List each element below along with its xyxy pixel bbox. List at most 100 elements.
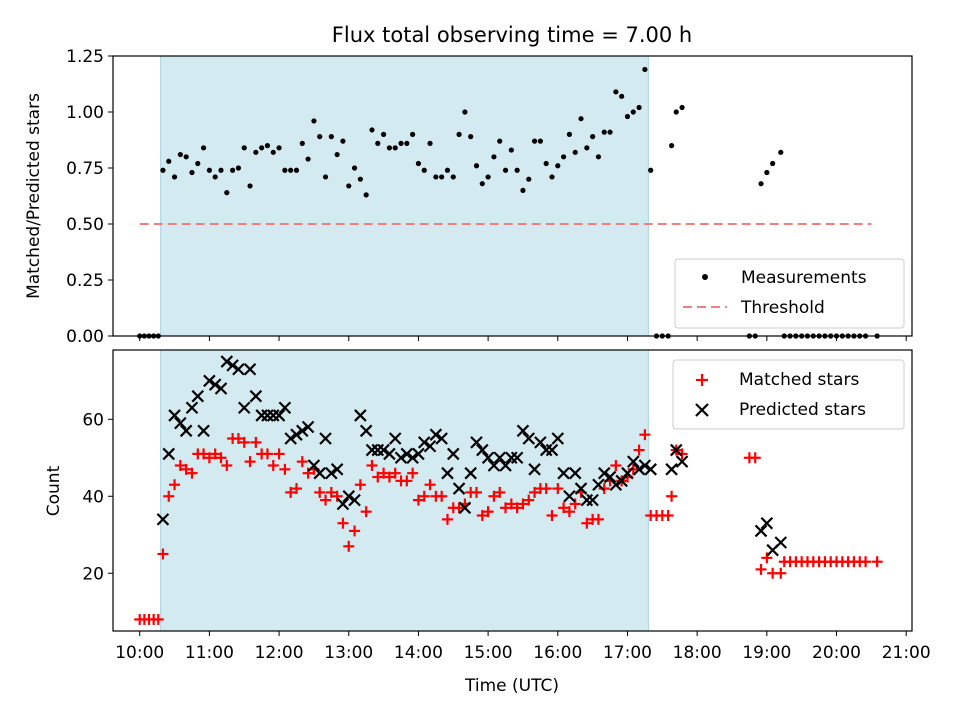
matched-star-point: [198, 448, 210, 460]
predicted-star-point: [168, 409, 181, 422]
measurement-point: [669, 143, 675, 149]
measurement-point: [241, 145, 247, 151]
legend-threshold-label: Threshold: [740, 298, 825, 318]
top-points-layer: [137, 66, 880, 339]
measurement-point: [334, 151, 340, 158]
top-legend-box: [674, 258, 905, 329]
bottom-y-axis-label: Count: [44, 465, 64, 516]
measurement-point: [607, 129, 613, 135]
measurement-point: [624, 113, 631, 120]
measurement-point: [293, 167, 300, 173]
predicted-star-point: [191, 389, 205, 403]
predicted-star-point: [336, 497, 350, 511]
measurement-point: [247, 183, 253, 189]
measurement-point: [613, 89, 619, 95]
measurement-point: [357, 176, 363, 182]
predicted-star-point: [597, 466, 611, 480]
measurement-point: [351, 165, 358, 171]
predicted-star-point: [516, 424, 530, 438]
matched-star-point: [436, 490, 448, 502]
predicted-star-point: [627, 455, 640, 468]
predicted-star-point: [162, 447, 176, 461]
measurement-point: [311, 118, 317, 124]
matched-star-point: [610, 459, 622, 471]
legend-predicted-label: Predicted stars: [739, 400, 866, 420]
matched-star-point: [296, 456, 308, 468]
measurement-point: [299, 140, 305, 146]
matched-star-point: [633, 444, 645, 456]
top-panel-shade: [160, 56, 649, 336]
measurement-point: [439, 174, 445, 180]
predicted-star-point: [388, 432, 402, 445]
matched-star-point: [441, 513, 453, 525]
measurement-point: [369, 127, 375, 133]
measurement-point: [212, 174, 218, 180]
measurement-point: [543, 160, 549, 167]
matched-star-point: [209, 448, 221, 460]
matched-star-point: [749, 452, 761, 464]
matched-star-point: [163, 490, 175, 502]
matched-star-point: [152, 613, 164, 625]
predicted-star-point: [249, 389, 263, 403]
measurement-point: [619, 93, 625, 99]
predicted-star-point: [348, 493, 361, 507]
matched-star-point: [314, 486, 326, 498]
matched-star-point: [676, 448, 688, 460]
matched-star-point: [331, 490, 343, 502]
measurement-point: [183, 154, 189, 160]
measurement-point: [264, 143, 271, 149]
measurement-point: [514, 167, 520, 173]
measurement-point: [171, 174, 178, 180]
predicted-star-point: [481, 451, 495, 465]
measurement-point: [462, 109, 468, 115]
matched-star-point: [488, 490, 500, 502]
predicted-star-point: [754, 524, 768, 538]
matched-star-point: [320, 494, 332, 506]
measurement-point: [560, 154, 567, 160]
predicted-points-layer: [156, 355, 788, 557]
measurement-point: [259, 145, 265, 151]
matched-star-point: [273, 448, 285, 460]
bottom-legend-box: [672, 359, 905, 430]
matched-star-point: [871, 556, 883, 568]
matched-star-point: [366, 459, 378, 471]
predicted-star-point: [406, 451, 419, 465]
measurement-point: [456, 131, 462, 137]
top-y-tick-label: 0.50: [66, 215, 104, 235]
bottom-panel-shade: [160, 350, 649, 631]
matched-star-point: [482, 506, 494, 518]
measurement-point: [479, 181, 485, 187]
x-tick-label: 13:00: [324, 643, 373, 663]
measurement-point: [317, 134, 323, 140]
x-tick-label: 17:00: [603, 643, 652, 663]
predicted-star-point: [551, 432, 565, 445]
bottom-x-axis: 10:00 11:00 12:00 13:00 14:00 15:00 16:00 17:00…: [115, 631, 931, 663]
matched-star-point: [389, 467, 401, 479]
matched-star-point: [407, 467, 419, 479]
predicted-star-point: [464, 466, 477, 480]
predicted-star-point: [603, 470, 617, 484]
predicted-star-point: [330, 463, 344, 476]
measurement-point: [566, 131, 573, 137]
bottom-y-tick-label: 20: [82, 564, 104, 584]
predicted-star-point: [156, 513, 170, 526]
matched-star-point: [860, 556, 872, 568]
predicted-star-point: [325, 466, 338, 480]
measurement-point: [380, 131, 387, 137]
predicted-star-point: [446, 447, 460, 461]
predicted-star-point: [220, 355, 234, 368]
predicted-star-point: [272, 409, 286, 422]
predicted-star-point: [665, 463, 678, 476]
measurement-point: [764, 169, 770, 176]
matched-star-point: [221, 459, 233, 471]
measurement-point: [526, 176, 532, 182]
predicted-star-point: [400, 447, 414, 461]
top-panel-frame: [112, 55, 913, 337]
predicted-star-point: [470, 436, 483, 449]
predicted-star-point: [359, 424, 373, 438]
predicted-star-point: [563, 489, 576, 503]
measurement-point: [206, 167, 212, 173]
measurement-point: [468, 134, 474, 140]
measurement-point: [572, 149, 578, 155]
matched-star-point: [418, 490, 430, 502]
